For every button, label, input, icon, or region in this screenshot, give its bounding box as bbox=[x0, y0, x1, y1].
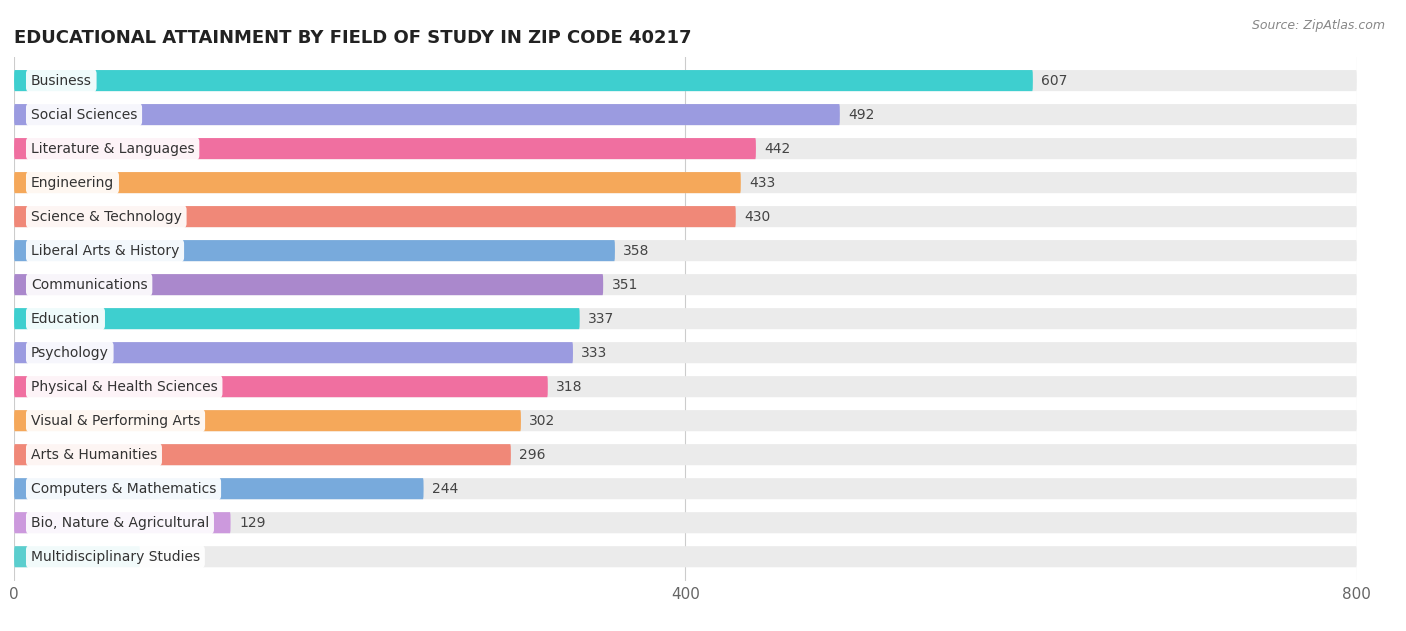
FancyBboxPatch shape bbox=[14, 104, 1357, 125]
Text: Source: ZipAtlas.com: Source: ZipAtlas.com bbox=[1251, 19, 1385, 32]
Text: Liberal Arts & History: Liberal Arts & History bbox=[31, 244, 179, 257]
Text: 318: 318 bbox=[557, 380, 582, 394]
FancyBboxPatch shape bbox=[14, 274, 1357, 295]
Text: Engineering: Engineering bbox=[31, 175, 114, 190]
FancyBboxPatch shape bbox=[14, 342, 574, 363]
Text: 337: 337 bbox=[588, 312, 614, 326]
FancyBboxPatch shape bbox=[14, 410, 1357, 431]
FancyBboxPatch shape bbox=[14, 376, 548, 398]
Text: Business: Business bbox=[31, 74, 91, 88]
FancyBboxPatch shape bbox=[14, 478, 1357, 499]
Text: Bio, Nature & Agricultural: Bio, Nature & Agricultural bbox=[31, 516, 209, 529]
FancyBboxPatch shape bbox=[14, 70, 1357, 91]
FancyBboxPatch shape bbox=[14, 240, 614, 261]
Text: 430: 430 bbox=[744, 209, 770, 223]
FancyBboxPatch shape bbox=[14, 478, 423, 499]
Text: Social Sciences: Social Sciences bbox=[31, 108, 138, 122]
FancyBboxPatch shape bbox=[14, 104, 839, 125]
FancyBboxPatch shape bbox=[14, 172, 741, 193]
Text: EDUCATIONAL ATTAINMENT BY FIELD OF STUDY IN ZIP CODE 40217: EDUCATIONAL ATTAINMENT BY FIELD OF STUDY… bbox=[14, 29, 692, 47]
FancyBboxPatch shape bbox=[14, 512, 1357, 533]
FancyBboxPatch shape bbox=[14, 138, 1357, 159]
FancyBboxPatch shape bbox=[14, 206, 1357, 227]
FancyBboxPatch shape bbox=[14, 138, 756, 159]
FancyBboxPatch shape bbox=[14, 172, 1357, 193]
Text: Physical & Health Sciences: Physical & Health Sciences bbox=[31, 380, 218, 394]
Text: Communications: Communications bbox=[31, 278, 148, 292]
Text: 75: 75 bbox=[149, 550, 166, 563]
Text: Multidisciplinary Studies: Multidisciplinary Studies bbox=[31, 550, 200, 563]
FancyBboxPatch shape bbox=[14, 546, 141, 567]
FancyBboxPatch shape bbox=[14, 206, 735, 227]
Text: 358: 358 bbox=[623, 244, 650, 257]
Text: 433: 433 bbox=[749, 175, 776, 190]
FancyBboxPatch shape bbox=[14, 240, 1357, 261]
Text: 333: 333 bbox=[581, 346, 607, 360]
Text: Literature & Languages: Literature & Languages bbox=[31, 141, 194, 156]
Text: Arts & Humanities: Arts & Humanities bbox=[31, 447, 157, 462]
Text: 296: 296 bbox=[519, 447, 546, 462]
FancyBboxPatch shape bbox=[14, 274, 603, 295]
Text: 351: 351 bbox=[612, 278, 638, 292]
FancyBboxPatch shape bbox=[14, 376, 1357, 398]
Text: 244: 244 bbox=[432, 481, 458, 496]
FancyBboxPatch shape bbox=[14, 342, 1357, 363]
Text: 492: 492 bbox=[848, 108, 875, 122]
FancyBboxPatch shape bbox=[14, 546, 1357, 567]
FancyBboxPatch shape bbox=[14, 444, 1357, 465]
Text: 129: 129 bbox=[239, 516, 266, 529]
Text: Computers & Mathematics: Computers & Mathematics bbox=[31, 481, 217, 496]
Text: 302: 302 bbox=[529, 414, 555, 428]
FancyBboxPatch shape bbox=[14, 70, 1033, 91]
FancyBboxPatch shape bbox=[14, 512, 231, 533]
Text: Science & Technology: Science & Technology bbox=[31, 209, 181, 223]
FancyBboxPatch shape bbox=[14, 444, 510, 465]
FancyBboxPatch shape bbox=[14, 308, 1357, 329]
Text: Psychology: Psychology bbox=[31, 346, 108, 360]
Text: 442: 442 bbox=[765, 141, 790, 156]
Text: Education: Education bbox=[31, 312, 100, 326]
Text: Visual & Performing Arts: Visual & Performing Arts bbox=[31, 414, 200, 428]
FancyBboxPatch shape bbox=[14, 308, 579, 329]
Text: 607: 607 bbox=[1042, 74, 1067, 88]
FancyBboxPatch shape bbox=[14, 410, 522, 431]
